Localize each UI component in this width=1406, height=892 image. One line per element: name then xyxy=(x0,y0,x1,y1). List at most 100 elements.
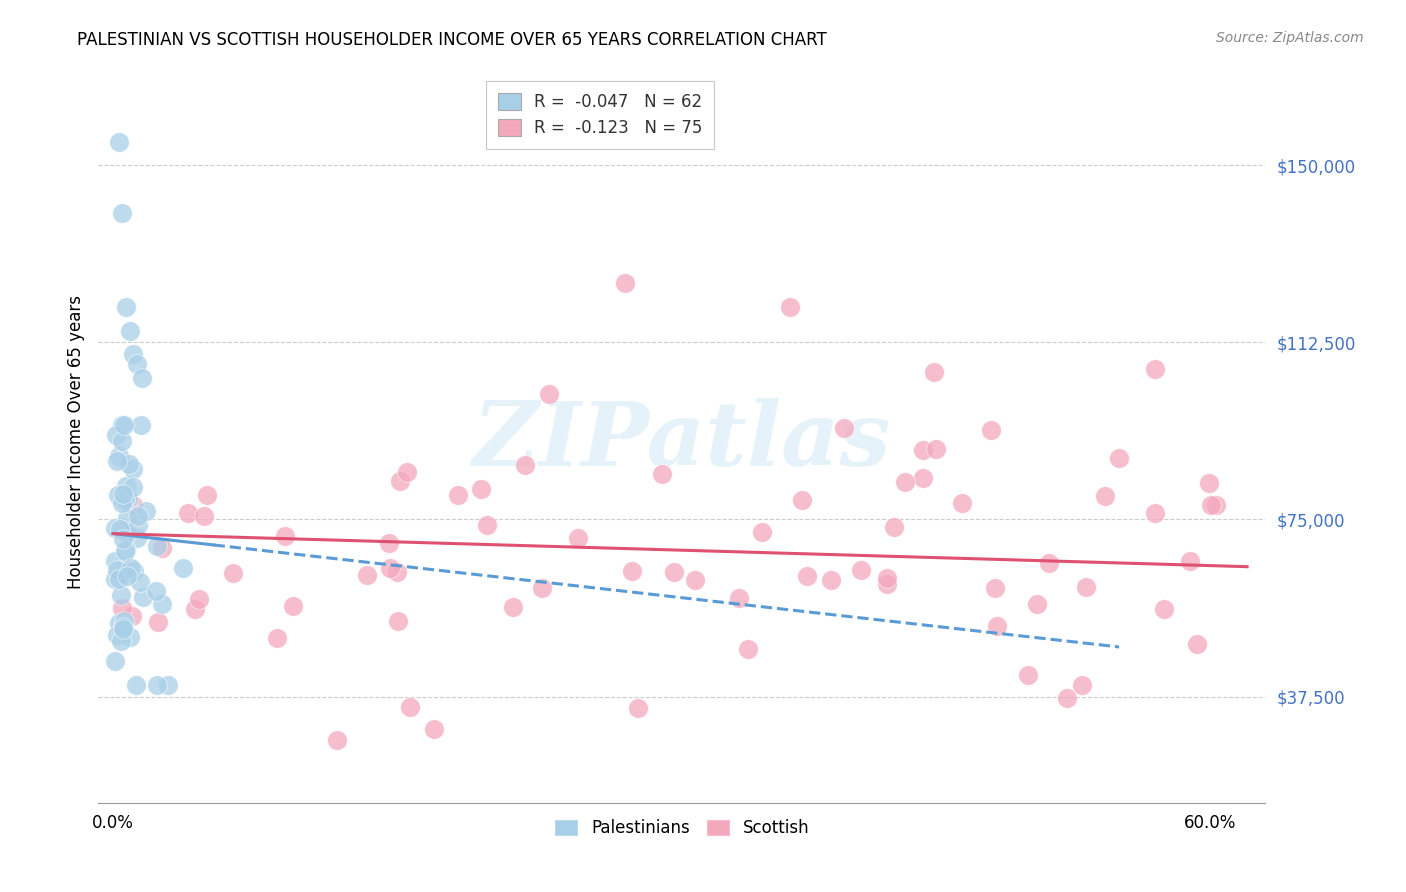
Point xyxy=(172,560,194,574)
Point xyxy=(651,467,673,481)
Point xyxy=(893,475,915,489)
Point xyxy=(1025,598,1047,612)
Point xyxy=(621,565,644,579)
Point xyxy=(477,518,499,533)
Point xyxy=(326,733,349,747)
Point xyxy=(1017,668,1039,682)
Point xyxy=(132,590,155,604)
Point xyxy=(195,488,218,502)
Point xyxy=(107,135,129,149)
Point xyxy=(110,434,132,449)
Point xyxy=(110,588,132,602)
Point xyxy=(281,599,304,614)
Point xyxy=(115,511,138,525)
Point xyxy=(117,457,139,471)
Point xyxy=(193,509,215,524)
Point xyxy=(108,615,131,630)
Point xyxy=(387,614,409,628)
Point xyxy=(127,509,149,524)
Point xyxy=(980,423,1002,437)
Point xyxy=(567,532,589,546)
Point xyxy=(150,541,173,555)
Point xyxy=(177,506,200,520)
Point xyxy=(924,365,946,379)
Point xyxy=(1056,690,1078,705)
Point xyxy=(266,632,288,646)
Point xyxy=(110,496,132,510)
Point xyxy=(1076,580,1098,594)
Point xyxy=(111,205,134,219)
Point xyxy=(1198,475,1220,490)
Point xyxy=(950,496,973,510)
Point xyxy=(114,493,136,508)
Point xyxy=(112,524,135,539)
Point xyxy=(115,526,138,541)
Point xyxy=(120,561,142,575)
Point xyxy=(820,573,842,587)
Point xyxy=(470,482,492,496)
Point xyxy=(104,521,127,535)
Point xyxy=(662,565,685,579)
Y-axis label: Householder Income Over 65 years: Householder Income Over 65 years xyxy=(66,294,84,589)
Point xyxy=(614,277,637,291)
Point xyxy=(110,634,132,648)
Point xyxy=(121,608,143,623)
Point xyxy=(1205,498,1227,512)
Point xyxy=(1178,554,1201,568)
Point xyxy=(925,442,948,456)
Point xyxy=(1143,361,1166,376)
Point xyxy=(883,520,905,534)
Point xyxy=(222,566,245,580)
Point xyxy=(115,300,138,314)
Point xyxy=(111,622,134,636)
Point xyxy=(1094,490,1116,504)
Point xyxy=(121,480,143,494)
Point xyxy=(122,347,145,361)
Point xyxy=(121,498,143,512)
Point xyxy=(111,417,134,432)
Point xyxy=(114,479,136,493)
Point xyxy=(1038,556,1060,570)
Point xyxy=(111,601,134,615)
Point xyxy=(1185,637,1208,651)
Point xyxy=(751,525,773,540)
Text: Source: ZipAtlas.com: Source: ZipAtlas.com xyxy=(1216,31,1364,45)
Point xyxy=(876,577,898,591)
Point xyxy=(399,699,422,714)
Point xyxy=(683,573,706,587)
Point xyxy=(104,427,127,442)
Point xyxy=(986,619,1008,633)
Point xyxy=(737,642,759,657)
Point xyxy=(184,602,207,616)
Point xyxy=(112,618,135,632)
Point xyxy=(378,536,401,550)
Point xyxy=(114,544,136,558)
Point xyxy=(876,571,898,585)
Point xyxy=(108,572,131,586)
Point xyxy=(107,449,129,463)
Point xyxy=(114,543,136,558)
Point xyxy=(792,493,814,508)
Point xyxy=(111,532,134,546)
Point xyxy=(146,615,169,629)
Point xyxy=(387,565,409,579)
Point xyxy=(122,462,145,476)
Point xyxy=(115,569,138,583)
Point xyxy=(122,564,145,578)
Point xyxy=(128,574,150,589)
Point xyxy=(125,678,148,692)
Point xyxy=(626,701,648,715)
Point xyxy=(105,563,128,577)
Point xyxy=(104,554,127,568)
Point xyxy=(356,568,378,582)
Point xyxy=(112,487,135,501)
Point xyxy=(1153,601,1175,615)
Point xyxy=(849,563,872,577)
Point xyxy=(145,583,167,598)
Legend: Palestinians, Scottish: Palestinians, Scottish xyxy=(543,807,821,848)
Point xyxy=(125,357,148,371)
Point xyxy=(912,443,935,458)
Point xyxy=(104,572,127,586)
Point xyxy=(112,615,135,629)
Point xyxy=(389,474,412,488)
